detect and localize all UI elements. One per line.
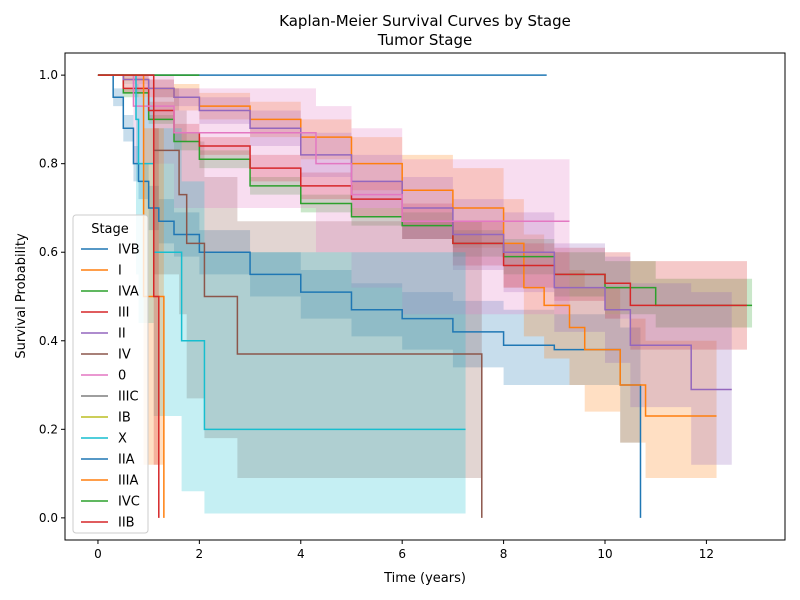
legend-label: IIIC	[118, 390, 139, 405]
legend-item-ii-4: II	[81, 327, 126, 342]
legend-label: IB	[118, 411, 131, 426]
curve-0-6	[97, 74, 570, 222]
y-tick-label: 0.2	[39, 422, 58, 436]
y-tick-label: 0.8	[39, 157, 58, 171]
ci-band-iva-2	[97, 75, 753, 328]
legend-item-0-6: 0	[81, 369, 126, 384]
legend-item-iiia-11: IIIA	[81, 474, 139, 489]
legend-item-x-9: X	[81, 432, 127, 447]
legend-label: IIA	[118, 453, 135, 468]
x-tick-label: 8	[500, 547, 508, 561]
legend-item-ivc-12: IVC	[81, 495, 140, 510]
ci-band-ii-4	[97, 75, 732, 465]
legend-item-iv-5: IV	[81, 348, 131, 363]
legend-item-ivb-0: IVB	[81, 243, 140, 258]
y-tick-label: 0.4	[39, 334, 58, 348]
x-tick-label: 12	[699, 547, 714, 561]
x-tick-label: 4	[297, 547, 305, 561]
curve-ii-4	[97, 74, 732, 391]
ci-band-ivb-0	[97, 75, 641, 443]
chart-subtitle: Tumor Stage	[377, 31, 472, 49]
legend-label: I	[118, 264, 122, 279]
ci-band-x-9	[97, 75, 466, 514]
legend-item-iiic-7: IIIC	[81, 390, 139, 405]
legend: Stage IVBIIVAIIIIIIV0IIICIBXIIAIIIAIVCII…	[72, 214, 149, 534]
confidence-bands	[97, 75, 753, 514]
legend-item-i-1: I	[81, 264, 122, 279]
legend-item-iva-2: IVA	[81, 285, 139, 300]
curve-iv-5	[97, 74, 483, 518]
y-axis-label: Survival Probability	[14, 233, 29, 359]
x-tick-label: 6	[398, 547, 406, 561]
chart-title: Kaplan-Meier Survival Curves by Stage	[279, 12, 571, 30]
y-tick-label: 0.6	[39, 245, 58, 259]
x-axis-label: Time (years)	[383, 571, 466, 586]
x-tick-label: 2	[196, 547, 204, 561]
y-tick-label: 0.0	[39, 511, 58, 525]
legend-label: X	[118, 432, 127, 447]
legend-label: IV	[118, 348, 131, 363]
legend-label: IIB	[118, 516, 135, 531]
plot-frame	[64, 52, 786, 541]
survival-curves	[97, 74, 753, 518]
legend-label: III	[118, 306, 130, 321]
legend-title: Stage	[91, 222, 129, 237]
legend-item-iia-10: IIA	[81, 453, 135, 468]
legend-label: IIIA	[118, 474, 139, 489]
legend-label: IVC	[118, 495, 140, 510]
legend-label: IVB	[118, 243, 140, 258]
legend-item-iib-13: IIB	[81, 516, 135, 531]
legend-label: II	[118, 327, 126, 342]
curve-ivb-0	[97, 74, 642, 518]
legend-label: IVA	[118, 285, 139, 300]
ci-band-0-6	[97, 75, 570, 315]
y-tick-label: 1.0	[39, 68, 58, 82]
curve-iib-13	[97, 74, 160, 518]
legend-item-iii-3: III	[81, 306, 130, 321]
ci-band-iv-5	[97, 75, 482, 479]
legend-label: 0	[118, 369, 126, 384]
y-axis-ticks: 0.0 0.2 0.4 0.6 0.8 1.0	[39, 68, 65, 525]
ci-band-iii-3	[97, 75, 747, 350]
x-axis-ticks: 0 2 4 6 8 10 12	[94, 540, 714, 561]
x-tick-label: 0	[94, 547, 102, 561]
ci-band-i-1	[97, 75, 717, 479]
legend-item-ib-8: IB	[81, 411, 131, 426]
x-tick-label: 10	[597, 547, 612, 561]
legend-box	[72, 214, 149, 534]
